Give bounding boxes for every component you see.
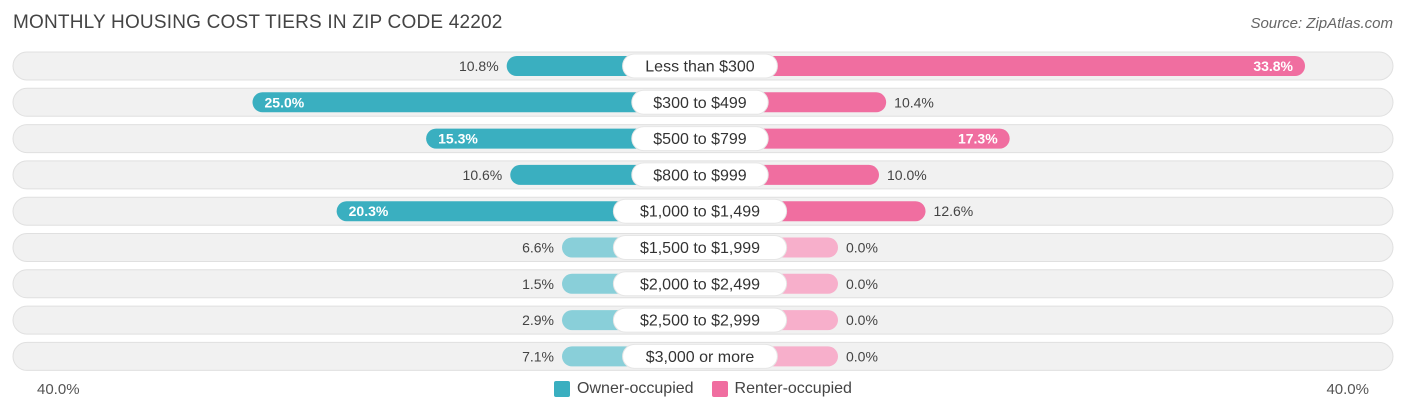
axis-left-label: 40.0% bbox=[37, 381, 80, 398]
owner-value-label: 1.5% bbox=[522, 276, 554, 292]
category-label: $300 to $499 bbox=[653, 95, 747, 112]
renter-value-label: 0.0% bbox=[846, 348, 878, 364]
category-label: $2,000 to $2,499 bbox=[640, 276, 760, 293]
legend-owner: Owner-occupied bbox=[554, 380, 694, 398]
category-pill bbox=[612, 198, 788, 224]
legend-owner-swatch bbox=[554, 381, 571, 397]
owner-value-label: 2.9% bbox=[522, 312, 554, 328]
category-pill bbox=[631, 126, 769, 152]
legend-renter-swatch bbox=[711, 381, 728, 397]
owner-value-label: 6.6% bbox=[522, 240, 554, 256]
renter-value-label: 0.0% bbox=[846, 312, 878, 328]
legend-owner-label: Owner-occupied bbox=[577, 380, 694, 397]
owner-bar bbox=[426, 128, 700, 149]
category-pill bbox=[622, 53, 778, 79]
legend: Owner-occupied Renter-occupied bbox=[0, 380, 1406, 398]
category-pill bbox=[631, 89, 769, 115]
category-label: $800 to $999 bbox=[653, 167, 747, 184]
renter-value-label: 12.6% bbox=[934, 203, 974, 219]
category-label: Less than $300 bbox=[645, 59, 755, 76]
renter-value-label: 33.8% bbox=[1253, 58, 1293, 74]
owner-value-label: 10.6% bbox=[463, 167, 503, 183]
renter-value-label: 10.4% bbox=[894, 94, 934, 110]
owner-bar bbox=[336, 201, 700, 222]
owner-value-label: 7.1% bbox=[522, 348, 554, 364]
renter-value-label: 0.0% bbox=[846, 276, 878, 292]
owner-value-label: 25.0% bbox=[265, 94, 305, 110]
legend-renter-label: Renter-occupied bbox=[734, 380, 852, 397]
category-label: $1,000 to $1,499 bbox=[640, 204, 760, 221]
category-label: $2,500 to $2,999 bbox=[640, 313, 760, 330]
axis-right-label: 40.0% bbox=[1326, 381, 1369, 398]
renter-value-label: 17.3% bbox=[958, 131, 998, 147]
renter-bar bbox=[700, 128, 1010, 149]
owner-bar bbox=[252, 92, 700, 113]
source-note: Source: ZipAtlas.com bbox=[1250, 15, 1393, 32]
owner-value-label: 10.8% bbox=[459, 58, 499, 74]
category-label: $500 to $799 bbox=[653, 131, 747, 148]
renter-bar bbox=[700, 56, 1306, 76]
owner-value-label: 15.3% bbox=[438, 131, 478, 147]
category-pill bbox=[612, 271, 788, 297]
renter-value-label: 10.0% bbox=[887, 167, 927, 183]
diverging-bar-chart: 10.8% 33.8% Less than $300 25.0% 10.4% $300 t… bbox=[12, 51, 1394, 371]
category-label: $1,500 to $1,999 bbox=[640, 240, 760, 257]
category-pill bbox=[622, 343, 778, 369]
category-label: $3,000 or more bbox=[646, 349, 755, 366]
category-pill bbox=[612, 235, 788, 260]
owner-value-label: 20.3% bbox=[349, 203, 389, 219]
category-pill bbox=[612, 307, 788, 333]
category-pill bbox=[631, 162, 769, 188]
chart-title: MONTHLY HOUSING COST TIERS IN ZIP CODE 4… bbox=[13, 12, 503, 33]
legend-renter: Renter-occupied bbox=[711, 380, 852, 398]
renter-value-label: 0.0% bbox=[846, 240, 878, 256]
